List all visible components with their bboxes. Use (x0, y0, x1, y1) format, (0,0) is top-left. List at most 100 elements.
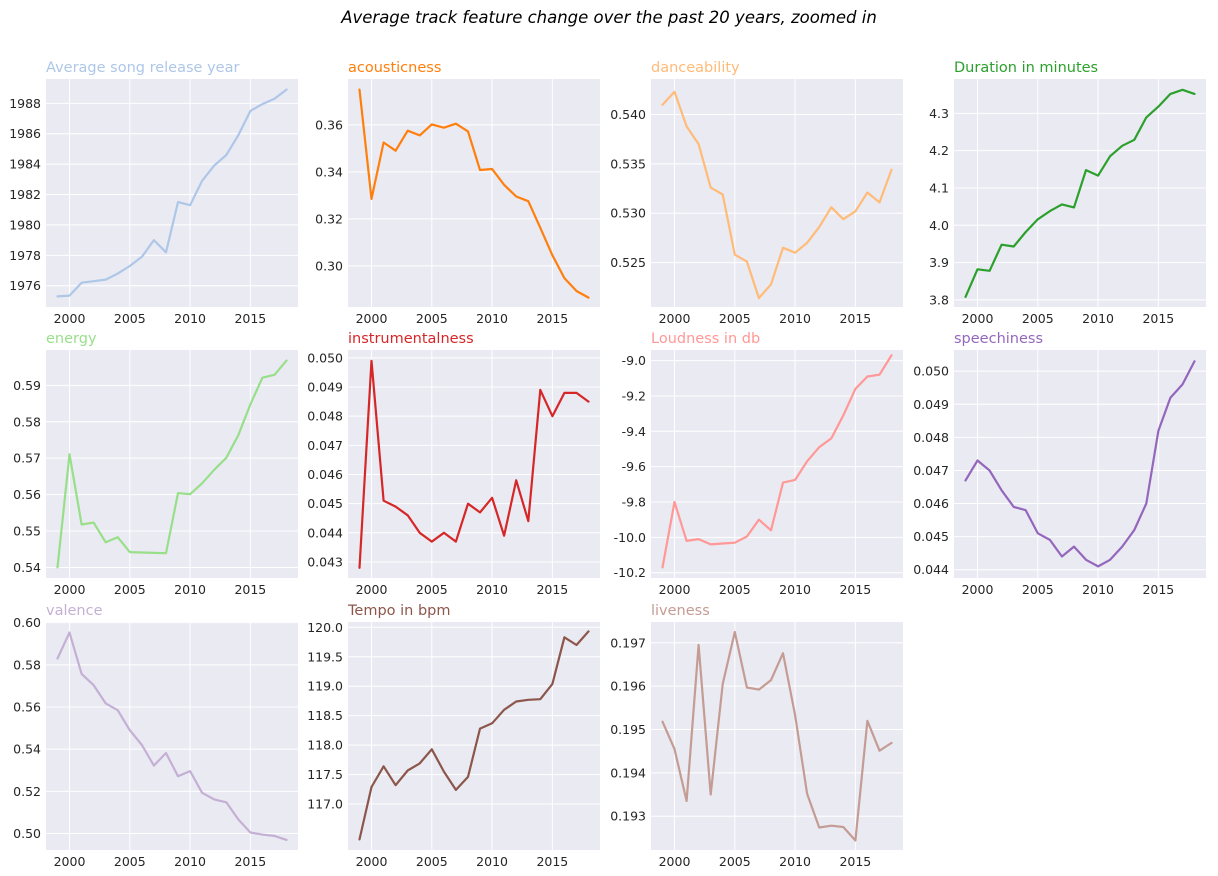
series-line (358, 630, 590, 841)
chart-acousticness: acousticness 0.30 0.32 0.34 0.36 2000 2005 2010… (315, 60, 600, 326)
x-tick-label: 2005 (416, 854, 448, 869)
y-tick-label: 0.58 (13, 414, 41, 429)
x-tick-label: 2010 (476, 311, 508, 326)
x-tick-label: 2010 (476, 582, 508, 597)
chart-duration: Duration in minutes 3.8 3.9 4.0 4.1 4.2 4.3 200… (929, 60, 1206, 326)
y-tick-label: 0.36 (315, 117, 343, 132)
y-tick-label: 0.046 (913, 496, 949, 511)
x-tick-label: 2000 (962, 582, 994, 597)
plot-area (651, 350, 903, 578)
panel-title: speechiness (954, 331, 1043, 347)
y-tick-label: 3.9 (929, 255, 949, 270)
plot-area (651, 79, 903, 307)
figure-title: Average track feature change over the pa… (341, 8, 877, 27)
y-tick-label: -9.4 (622, 424, 646, 439)
plot-area (46, 79, 298, 307)
chart-liveness: liveness 0.193 0.194 0.195 0.196 0.197 2000 200… (610, 603, 903, 869)
panel-title: energy (46, 331, 97, 347)
y-tick-label: 0.047 (307, 438, 343, 453)
x-tick-label: 2015 (839, 311, 871, 326)
plot-area (348, 79, 600, 307)
y-tick-label: -9.8 (622, 495, 646, 510)
y-tick-label: 0.57 (13, 451, 41, 466)
panel-tempo: Tempo in bpm 117.0 117.5 118.0 118.5 119.0 119… (302, 593, 602, 869)
panel-energy: energy 0.54 0.55 0.56 0.57 0.58 0.59 2000 2005 20… (0, 321, 300, 597)
y-tick-label: 0.540 (610, 107, 646, 122)
y-tick-label: 1978 (9, 248, 41, 263)
x-tick-label: 2005 (1022, 311, 1054, 326)
panel-title: Duration in minutes (954, 60, 1098, 76)
chart-release-year: Average song release year 1976 1978 1980 198… (9, 60, 298, 326)
y-tick-label: 0.049 (913, 397, 949, 412)
series-line (661, 630, 893, 842)
y-tick-label: 118.5 (307, 708, 343, 723)
x-tick-label: 2015 (234, 582, 266, 597)
y-tick-label: 0.50 (13, 826, 41, 841)
series-line (56, 359, 288, 569)
x-tick-label: 2010 (779, 311, 811, 326)
plot-area (954, 79, 1206, 307)
panel-title: Loudness in db (651, 331, 760, 347)
series-line (358, 359, 590, 569)
x-tick-label: 2015 (234, 311, 266, 326)
y-tick-label: 0.52 (13, 784, 41, 799)
plot-area (46, 622, 298, 850)
series-line (661, 354, 893, 569)
y-tick-label: 0.044 (307, 525, 343, 540)
panel-loudness: Loudness in db -10.2 -10.0 -9.8 -9.6 -9.4 -9.2… (605, 321, 905, 597)
panel-title: Tempo in bpm (347, 603, 450, 619)
series-line (56, 631, 288, 841)
panel-title: danceability (651, 60, 740, 76)
x-tick-label: 2010 (174, 854, 206, 869)
y-tick-label: 118.0 (307, 738, 343, 753)
panel-acousticness: acousticness 0.30 0.32 0.34 0.36 2000 2005 2010… (302, 50, 602, 326)
y-tick-label: -10.0 (614, 530, 646, 545)
x-tick-label: 2005 (114, 311, 146, 326)
x-tick-label: 2000 (356, 854, 388, 869)
y-tick-label: -9.2 (622, 388, 646, 403)
panel-title: Average song release year (46, 60, 239, 76)
y-tick-label: 0.54 (13, 742, 41, 757)
y-tick-label: -10.2 (614, 565, 646, 580)
y-tick-label: 0.196 (610, 679, 646, 694)
panel-danceability: danceability 0.525 0.530 0.535 0.540 2000 2005… (605, 50, 905, 326)
x-tick-label: 2005 (719, 582, 751, 597)
y-tick-label: 119.0 (307, 679, 343, 694)
x-tick-label: 2000 (659, 854, 691, 869)
y-tick-label: 1980 (9, 217, 41, 232)
y-tick-label: 0.049 (307, 380, 343, 395)
panel-title: valence (46, 603, 103, 619)
x-tick-label: 2000 (356, 582, 388, 597)
y-tick-label: 0.050 (913, 364, 949, 379)
y-tick-label: 0.046 (307, 467, 343, 482)
panel-speechiness: speechiness 0.044 0.045 0.046 0.047 0.048 0.04… (908, 321, 1208, 597)
x-tick-label: 2015 (839, 582, 871, 597)
plot-area (651, 622, 903, 850)
plot-area (348, 622, 600, 850)
panel-title: liveness (651, 603, 710, 619)
y-tick-label: 0.54 (13, 560, 41, 575)
y-tick-label: 4.0 (929, 218, 949, 233)
y-tick-label: 0.56 (13, 699, 41, 714)
x-tick-label: 2000 (659, 311, 691, 326)
y-tick-label: 0.58 (13, 657, 41, 672)
series-line (56, 88, 288, 298)
y-tick-label: 0.050 (307, 350, 343, 365)
chart-speechiness: speechiness 0.044 0.045 0.046 0.047 0.048 0.04… (913, 331, 1206, 597)
chart-valence: valence 0.50 0.52 0.54 0.56 0.58 0.60 2000 2005 2… (13, 603, 298, 869)
x-tick-label: 2010 (779, 582, 811, 597)
x-tick-label: 2015 (1142, 582, 1174, 597)
plot-area (46, 350, 298, 578)
x-tick-label: 2015 (536, 582, 568, 597)
y-tick-label: 0.34 (315, 164, 343, 179)
x-tick-label: 2015 (1142, 311, 1174, 326)
series-line (964, 88, 1196, 298)
x-tick-label: 2015 (234, 854, 266, 869)
y-tick-label: 1986 (9, 126, 41, 141)
x-tick-label: 2010 (1082, 311, 1114, 326)
x-tick-label: 2005 (416, 582, 448, 597)
x-tick-label: 2010 (174, 582, 206, 597)
y-tick-label: 4.2 (929, 143, 949, 158)
x-tick-label: 2015 (839, 854, 871, 869)
x-tick-label: 2010 (476, 854, 508, 869)
